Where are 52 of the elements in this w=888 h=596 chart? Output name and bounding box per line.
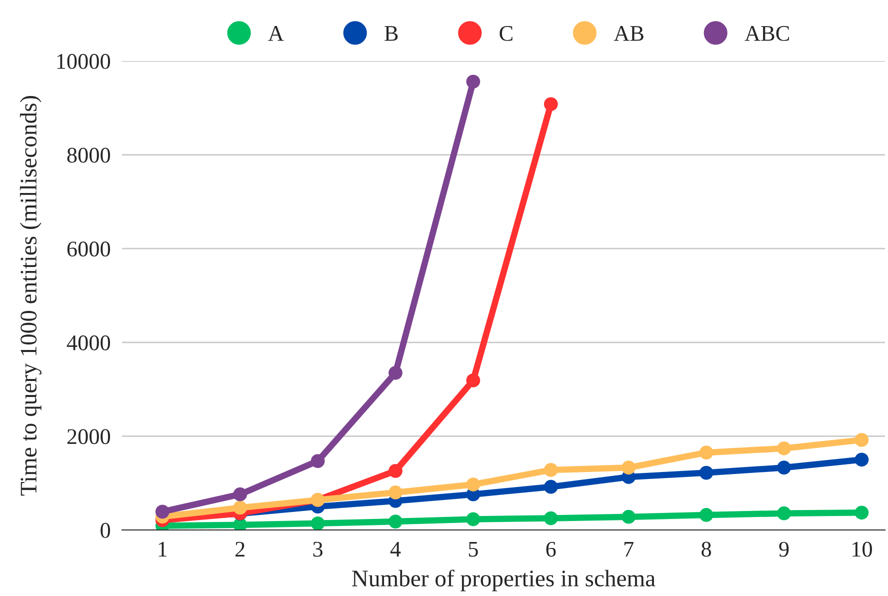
x-axis-title: Number of properties in schema — [352, 570, 656, 592]
point — [155, 504, 170, 519]
point — [388, 486, 402, 500]
legend-label: C — [500, 26, 512, 41]
point — [854, 452, 869, 467]
point — [310, 454, 325, 468]
y-tick-label: 2000 — [67, 429, 110, 444]
point — [466, 74, 480, 89]
y-axis-title: Time to query 1000 entities (milliseconds) — [20, 96, 42, 496]
point — [699, 466, 714, 480]
x-tick-label: 7 — [624, 542, 634, 557]
point — [622, 460, 636, 475]
point — [699, 446, 714, 460]
x-tick-label: 10 — [852, 542, 872, 557]
point — [466, 373, 480, 388]
point — [466, 478, 480, 492]
legend-label: B — [384, 26, 398, 41]
y-tick-label: 4000 — [66, 335, 110, 350]
y-tick-label: 6000 — [67, 242, 110, 257]
x-tick-label: 9 — [779, 542, 789, 557]
point — [233, 487, 248, 502]
y-tick-label: 10000 — [57, 54, 110, 69]
point — [544, 511, 558, 526]
point — [233, 500, 248, 515]
legend-label: A — [268, 26, 284, 41]
point — [388, 366, 402, 380]
point — [388, 464, 402, 478]
x-tick-label: 6 — [546, 542, 556, 557]
point — [777, 460, 791, 475]
point — [622, 510, 636, 524]
point — [854, 506, 869, 520]
point — [544, 97, 558, 112]
x-tick-label: 5 — [468, 542, 478, 557]
point — [699, 508, 714, 522]
legend-label: ABC — [744, 26, 789, 41]
point — [544, 463, 558, 477]
y-tick-label: 0 — [100, 522, 110, 538]
legend-label: AB — [614, 26, 644, 41]
y-tick-label: 8000 — [67, 148, 110, 163]
x-tick-label: 1 — [158, 542, 167, 557]
x-tick-label: 4 — [390, 542, 401, 557]
point — [544, 480, 558, 494]
x-tick-label: 3 — [313, 542, 322, 557]
point — [388, 514, 402, 529]
point — [777, 441, 791, 456]
x-tick-label: 8 — [702, 542, 711, 557]
point — [854, 433, 869, 447]
point — [777, 506, 791, 520]
point — [310, 516, 325, 530]
point — [466, 512, 480, 526]
x-tick-label: 2 — [236, 542, 244, 557]
point — [233, 518, 248, 530]
